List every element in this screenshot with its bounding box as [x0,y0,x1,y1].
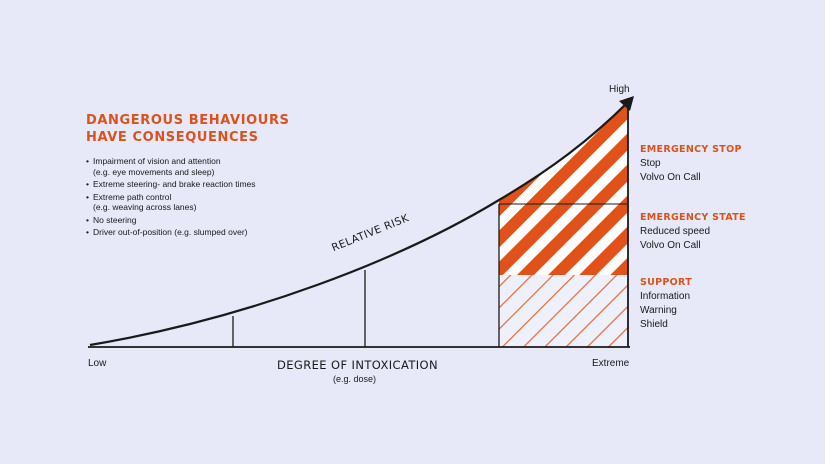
list-item: Extreme steering- and brake reaction tim… [86,179,306,190]
zone-title-emergency-state: EMERGENCY STATE [640,212,746,223]
bullet-text: Extreme steering- and brake reaction tim… [93,179,256,189]
bullet-sub: (e.g. weaving across lanes) [93,202,197,212]
zone-item: Information [640,291,691,302]
support-zone [499,275,628,347]
zone-item: Volvo On Call [640,240,701,251]
zone-item: Shield [640,319,668,330]
arrow-head-icon [619,96,634,111]
headline: DANGEROUS BEHAVIOURS HAVE CONSEQUENCES [86,112,290,146]
list-item: No steering [86,215,306,226]
headline-line1: DANGEROUS BEHAVIOURS [86,113,290,128]
behaviour-list: Impairment of vision and attention(e.g. … [86,156,306,240]
zone-item: Reduced speed [640,226,711,237]
y-axis-high-label: High [609,84,630,95]
x-axis-title: DEGREE OF INTOXICATION [277,358,439,372]
headline-line2: HAVE CONSEQUENCES [86,130,259,145]
bullet-text: Driver out-of-position (e.g. slumped ove… [93,227,248,237]
bullet-text: Impairment of vision and attention [93,156,221,166]
zone-item: Stop [640,158,661,169]
zone-title-support: SUPPORT [640,277,693,288]
zone-title-emergency-stop: EMERGENCY STOP [640,144,742,155]
emergency-state-zone [499,204,628,275]
bullet-text: Extreme path control [93,191,172,202]
bullet-text: No steering [93,214,137,225]
x-axis-high-label: Extreme [592,358,630,369]
list-item: Driver out-of-position (e.g. slumped ove… [86,227,306,238]
emergency-stop-zone [499,100,628,204]
list-item: Extreme path control(e.g. weaving across… [86,192,306,213]
list-item: Impairment of vision and attention(e.g. … [86,156,306,177]
risk-curve [89,101,629,347]
x-axis-subtitle: (e.g. dose) [333,374,377,384]
zone-item: Warning [640,305,677,316]
x-axis-low-label: Low [88,358,107,369]
zone-item: Volvo On Call [640,172,701,183]
bullet-sub: (e.g. eye movements and sleep) [93,166,215,177]
